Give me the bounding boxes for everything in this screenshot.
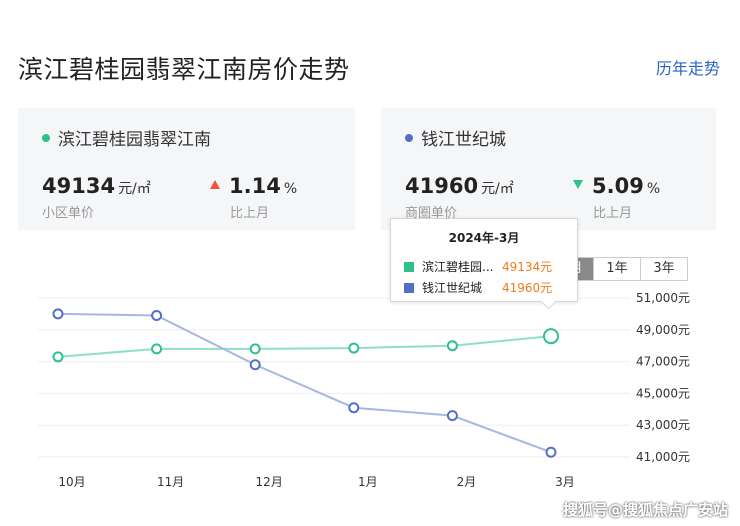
x-tick-label: 2月 (457, 475, 477, 489)
tooltip-series-name: 滨江碧桂园... (422, 260, 494, 274)
x-tick-label: 11月 (157, 475, 184, 489)
arrow-down-icon (573, 180, 583, 189)
data-point[interactable] (249, 359, 261, 371)
history-trend-link[interactable]: 历年走势 (655, 59, 720, 78)
x-tick-label: 1月 (358, 475, 378, 489)
series-dot-icon (405, 134, 413, 142)
change-value: 5.09 (592, 174, 644, 198)
unit-price: 41960 元/㎡ (405, 174, 514, 198)
price-unit: 元/㎡ (118, 181, 151, 197)
chart-tooltip: 2024年-3月 滨江碧桂园... 49134元 钱江世纪城 41960元 (390, 218, 578, 302)
y-tick-label: 45,000元 (636, 386, 690, 400)
community-price-card: 滨江碧桂园翡翠江南 49134 元/㎡ 小区单价 1.14% 比上月 (18, 108, 355, 230)
tooltip-series-value: 49134元 (502, 260, 553, 274)
data-point[interactable] (446, 410, 458, 422)
data-point[interactable] (151, 343, 163, 355)
y-tick-label: 41,000元 (636, 450, 690, 464)
data-point[interactable] (446, 340, 458, 352)
tooltip-row: 滨江碧桂园... 49134元 (404, 258, 552, 275)
month-change: 1.14% (210, 174, 297, 198)
y-tick-label: 51,000元 (636, 291, 690, 305)
series-swatch-icon (404, 261, 414, 272)
data-point[interactable] (52, 351, 64, 363)
series-line-1 (57, 335, 552, 358)
tooltip-title: 2024年-3月 (448, 231, 520, 245)
tooltip-series-name: 钱江世纪城 (422, 281, 483, 295)
change-value: 1.14 (229, 174, 281, 198)
price-label: 小区单价 (42, 206, 95, 221)
range-tab-1-year[interactable]: 1年 (593, 258, 640, 280)
price-value: 49134 (42, 174, 116, 198)
x-tick-label: 12月 (256, 475, 283, 489)
series-line-2 (57, 312, 552, 454)
data-point[interactable] (348, 342, 360, 354)
unit-price: 49134 元/㎡ (42, 174, 151, 198)
data-point[interactable] (348, 402, 360, 414)
x-tick-label: 10月 (58, 475, 85, 489)
change-unit: % (646, 181, 661, 197)
data-point[interactable] (545, 446, 557, 458)
series-dot-icon (42, 134, 50, 142)
page-title: 滨江碧桂园翡翠江南房价走势 (18, 55, 350, 84)
card-name-text: 钱江世纪城 (421, 130, 506, 150)
series-swatch-icon (404, 282, 414, 293)
y-tick-label: 43,000元 (636, 418, 690, 432)
change-label: 比上月 (593, 206, 633, 221)
y-tick-label: 49,000元 (636, 323, 690, 337)
change-unit: % (283, 181, 298, 197)
data-point[interactable] (249, 343, 261, 355)
watermark: 搜狐号@搜狐焦点广安站 (562, 501, 728, 519)
card-name: 滨江碧桂园翡翠江南 (42, 125, 211, 150)
range-tab-3-years[interactable]: 3年 (640, 258, 687, 280)
tooltip-series-value: 41960元 (502, 281, 553, 295)
month-change: 5.09% (573, 174, 660, 198)
district-price-card: 钱江世纪城 41960 元/㎡ 商圈单价 5.09% 比上月 (381, 108, 716, 230)
price-trend-chart[interactable]: 41,000元 43,000元 45,000元 47,000元 49,000元 51,00… (0, 280, 740, 495)
arrow-up-icon (210, 180, 220, 189)
price-value: 41960 (405, 174, 479, 198)
y-tick-label: 47,000元 (636, 355, 690, 369)
tooltip-row: 钱江世纪城 41960元 (404, 279, 552, 296)
price-unit: 元/㎡ (481, 181, 514, 197)
data-point[interactable] (52, 308, 64, 320)
card-name: 钱江世纪城 (405, 125, 506, 150)
change-label: 比上月 (230, 206, 270, 221)
data-point[interactable] (151, 309, 163, 321)
x-tick-label: 3月 (555, 475, 575, 489)
card-name-text: 滨江碧桂园翡翠江南 (58, 130, 211, 150)
data-point[interactable] (543, 328, 559, 345)
